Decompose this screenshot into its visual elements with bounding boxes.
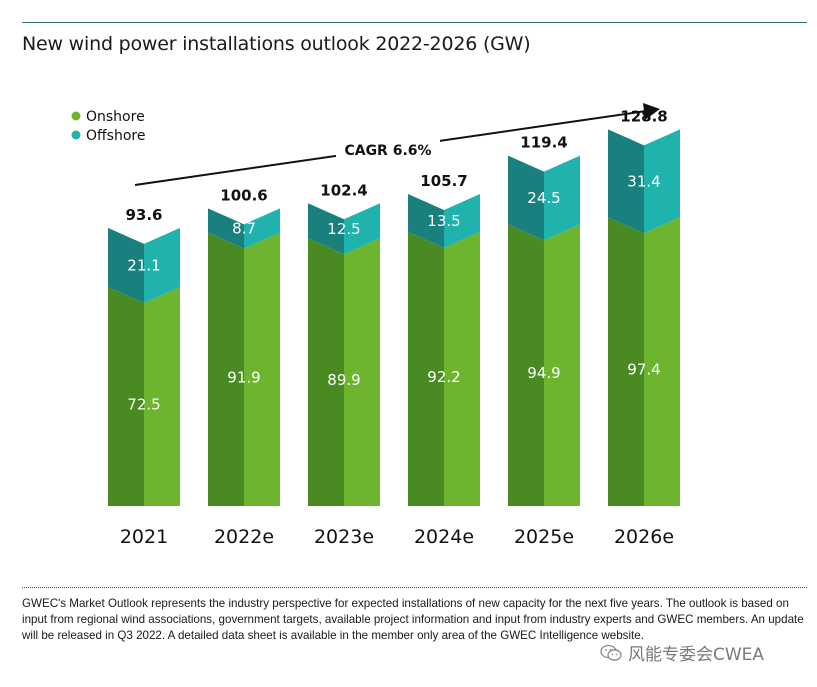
onshore-bar-right (644, 217, 680, 506)
total-label: 100.6 (220, 186, 267, 204)
offshore-bar-right (344, 203, 380, 255)
legend-marker (71, 130, 81, 140)
onshore-bar-left (408, 231, 444, 506)
cagr-annotation: CAGR 6.6% (344, 143, 431, 159)
offshore-bar-left (508, 155, 544, 241)
onshore-value-label: 91.9 (227, 368, 260, 386)
legend: Onshore Offshore (71, 109, 145, 144)
onshore-bar-right (444, 231, 480, 506)
footer-rule (22, 587, 807, 588)
watermark-text: 风能专委会CWEA (628, 645, 765, 665)
cagr-arrowhead (643, 103, 660, 120)
total-label: 105.7 (420, 172, 467, 190)
bar-group: 91.9 8.7 100.6 2022e (208, 186, 280, 548)
onshore-value-label: 72.5 (127, 396, 160, 414)
category-label: 2023e (314, 526, 374, 548)
chart-title: New wind power installations outlook 202… (22, 33, 531, 55)
onshore-value-label: 97.4 (627, 361, 660, 379)
offshore-bar-left (208, 208, 244, 249)
wechat-icon (600, 644, 622, 661)
onshore-value-label: 92.2 (427, 368, 460, 386)
total-label: 102.4 (320, 181, 367, 199)
onshore-bar-right (544, 224, 580, 506)
onshore-bar-right (344, 238, 380, 506)
onshore-value-label: 89.9 (327, 371, 360, 389)
offshore-value-label: 8.7 (232, 220, 256, 238)
offshore-bar-left (108, 227, 144, 303)
bar-group: 72.5 21.1 93.6 2021 (108, 206, 180, 548)
category-label: 2022e (214, 526, 274, 548)
onshore-bar-right (244, 232, 280, 506)
category-label: 2025e (514, 526, 574, 548)
cagr-label-bg (336, 137, 440, 161)
onshore-value-label: 94.9 (527, 364, 560, 382)
offshore-bar-right (544, 155, 580, 241)
offshore-value-label: 13.5 (427, 212, 460, 230)
offshore-bar-right (644, 129, 680, 234)
category-label: 2024e (414, 526, 474, 548)
offshore-value-label: 12.5 (327, 220, 360, 238)
onshore-bar-right (144, 287, 180, 506)
offshore-bar-right (444, 194, 480, 248)
offshore-bar-right (144, 227, 180, 303)
onshore-bar-left (508, 224, 544, 506)
footer-note: GWEC's Market Outlook represents the ind… (22, 597, 804, 642)
legend-label: Offshore (86, 128, 145, 144)
offshore-bar-left (408, 194, 444, 248)
offshore-bar-right (244, 208, 280, 249)
top-rule (22, 22, 807, 23)
onshore-bar-left (108, 287, 144, 506)
offshore-value-label: 31.4 (627, 172, 660, 190)
onshore-bar-left (208, 232, 244, 506)
total-label: 119.4 (520, 134, 567, 152)
onshore-bar-left (608, 217, 644, 506)
offshore-bar-left (608, 129, 644, 234)
bar-group: 92.2 13.5 105.7 2024e (408, 172, 480, 548)
offshore-value-label: 24.5 (527, 189, 560, 207)
bar-group: 89.9 12.5 102.4 2023e (308, 181, 380, 548)
legend-marker (71, 111, 81, 121)
watermark: 风能专委会CWEA (600, 640, 764, 665)
category-label: 2021 (120, 526, 168, 548)
offshore-value-label: 21.1 (127, 256, 160, 274)
legend-label: Onshore (86, 109, 145, 125)
onshore-bar-left (308, 238, 344, 506)
offshore-bar-left (308, 203, 344, 255)
category-label: 2026e (614, 526, 674, 548)
chart: 72.5 21.1 93.6 2021 91.9 8.7 100.6 2022e 89.9 12.… (71, 103, 680, 548)
bar-group: 94.9 24.5 119.4 2025e (508, 134, 580, 548)
total-label: 93.6 (125, 206, 162, 224)
